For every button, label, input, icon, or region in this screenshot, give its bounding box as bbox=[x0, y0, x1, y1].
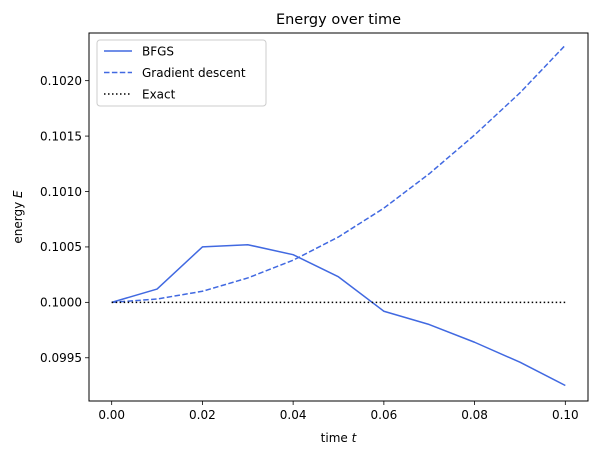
x-axis-label-variable: t bbox=[352, 431, 358, 445]
legend-label: Gradient descent bbox=[142, 66, 246, 80]
legend-label: BFGS bbox=[142, 44, 174, 58]
y-tick-label: 0.1005 bbox=[40, 240, 82, 254]
chart-title: Energy over time bbox=[276, 12, 401, 28]
x-tick-label: 0.00 bbox=[98, 408, 125, 422]
x-tick-label: 0.02 bbox=[189, 408, 216, 422]
x-axis-label-text: time bbox=[321, 431, 348, 445]
y-tick-label: 0.1015 bbox=[40, 129, 82, 143]
series-line-bfgs bbox=[111, 243, 566, 387]
y-tick-label: 0.1000 bbox=[40, 296, 82, 310]
y-axis: 0.0995 0.1000 0.1005 0.1010 0.1015 0.1020 bbox=[40, 74, 89, 365]
series-line-gradient-descent bbox=[111, 44, 566, 304]
legend-box bbox=[96, 39, 267, 107]
legend-label: Exact bbox=[142, 87, 176, 101]
y-axis-label-variable: E bbox=[11, 190, 25, 198]
plot-area bbox=[111, 44, 566, 387]
x-tick-label: 0.08 bbox=[461, 408, 488, 422]
x-axis-label: time t bbox=[321, 431, 358, 445]
y-tick-label: 0.1020 bbox=[40, 74, 82, 88]
y-axis-label-text: energy bbox=[11, 202, 25, 244]
y-tick-label: 0.0995 bbox=[40, 351, 82, 365]
y-axis-label: energy E bbox=[11, 190, 25, 244]
x-tick-label: 0.04 bbox=[280, 408, 307, 422]
legend: BFGS Gradient descent Exact bbox=[96, 39, 267, 107]
x-tick-label: 0.10 bbox=[552, 408, 579, 422]
x-axis: 0.00 0.02 0.04 0.06 0.08 0.10 bbox=[98, 401, 579, 422]
x-tick-label: 0.06 bbox=[371, 408, 398, 422]
y-tick-label: 0.1010 bbox=[40, 185, 82, 199]
axes-frame bbox=[88, 32, 589, 402]
